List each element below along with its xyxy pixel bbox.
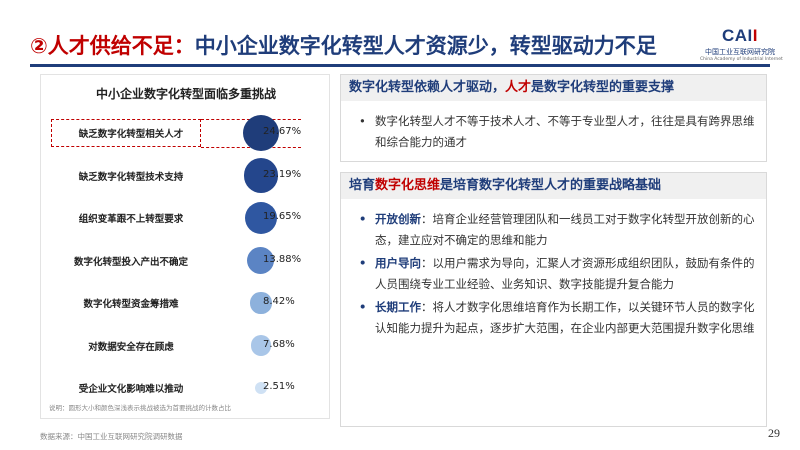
digital-thinking-body: • 开放创新：培育企业经营管理团队和一线员工对于数字化转型开放创新的心态，建立应… (359, 209, 757, 341)
list-item: • 开放创新：培育企业经营管理团队和一线员工对于数字化转型开放创新的心态，建立应… (359, 209, 757, 251)
title-rule (30, 64, 770, 67)
title-prefix: ② (30, 34, 48, 58)
talent-driven-box: 数字化转型依赖人才驱动，人才是数字化转型的重要支撑 • 数字化转型人才不等于技术… (340, 74, 767, 162)
list-item: • 用户导向：以用户需求为导向，汇聚人才资源形成组织团队，鼓励有条件的人员围绕专… (359, 253, 757, 295)
data-source: 数据来源：中国工业互联网研究院调研数据 (40, 432, 183, 441)
challenge-bubble (243, 115, 279, 151)
challenge-percent: 24.67% (263, 126, 302, 137)
challenge-bubble (250, 292, 272, 314)
logo-mark: CAII (721, 26, 758, 45)
digital-thinking-box: 培育数字化思维是培育数字化转型人才的重要战略基础 • 开放创新：培育企业经营管理… (340, 172, 767, 427)
challenge-percent: 8.42% (263, 296, 295, 307)
caii-logo: CAII 中国工业互联网研究院 China Academy of Industr… (700, 26, 783, 62)
challenge-bubble (244, 201, 278, 235)
list-item: • 数字化转型人才不等于技术人才、不等于专业型人才，往往是具有跨界思维和综合能力… (359, 111, 757, 153)
page-title: ②人才供给不足：中小企业数字化转型人才资源少，转型驱动力不足 (30, 30, 657, 60)
bullet-dot: • (359, 212, 367, 226)
chart-note: 说明：圆形大小和颜色深浅表示挑战被选为首要挑战的计数占比 (49, 404, 231, 412)
talent-driven-body: • 数字化转型人才不等于技术人才、不等于专业型人才，往往是具有跨界思维和综合能力… (359, 111, 757, 155)
title-red-part: 人才供给不足： (47, 34, 195, 58)
challenge-bubble (247, 246, 275, 274)
bullet-dot: • (359, 300, 367, 314)
challenge-label: 受企业文化影响难以推动 (78, 384, 184, 395)
challenge-percent: 19.65% (263, 211, 302, 222)
challenge-percent: 2.51% (263, 381, 295, 392)
challenge-bubble (250, 335, 272, 356)
chart-title: 中小企业数字化转型面临多重挑战 (95, 87, 276, 101)
logo-en-name: China Academy of Industrial Internet (700, 57, 783, 62)
challenge-label: 对数据安全存在顾虑 (88, 341, 174, 353)
list-item: • 长期工作：将人才数字化思维培育作为长期工作，以关键环节人员的数字化认知能力提… (359, 297, 757, 339)
challenge-label: 数字化转型投入产出不确定 (73, 256, 188, 268)
bullet-dot: • (359, 114, 366, 128)
challenge-label: 数字化转型资金筹措难 (83, 299, 179, 310)
challenge-percent: 23.19% (263, 168, 302, 180)
highlight-box (51, 119, 201, 147)
digital-thinking-heading: 培育数字化思维是培育数字化转型人才的重要战略基础 (341, 173, 766, 199)
challenge-bubble (243, 158, 279, 193)
talent-driven-heading: 数字化转型依赖人才驱动，人才是数字化转型的重要支撑 (341, 75, 766, 101)
challenges-chart: 中小企业数字化转型面临多重挑战 说明：圆形大小和颜色深浅表示挑战被选为首要挑战的… (40, 74, 330, 419)
challenge-percent: 13.88% (263, 253, 302, 265)
challenge-label: 缺乏数字化转型相关人才 (78, 129, 184, 140)
title-blue-part: 中小企业数字化转型人才资源少，转型驱动力不足 (194, 34, 657, 58)
page-number: 29 (768, 426, 780, 440)
bullet-dot: • (359, 256, 367, 270)
challenge-bubble (255, 382, 267, 394)
challenge-label: 缺乏数字化转型技术支持 (78, 171, 184, 183)
challenge-label: 组织变革跟不上转型要求 (78, 214, 184, 225)
challenge-percent: 7.68% (263, 338, 295, 350)
logo-cn-name: 中国工业互联网研究院 (705, 48, 775, 56)
